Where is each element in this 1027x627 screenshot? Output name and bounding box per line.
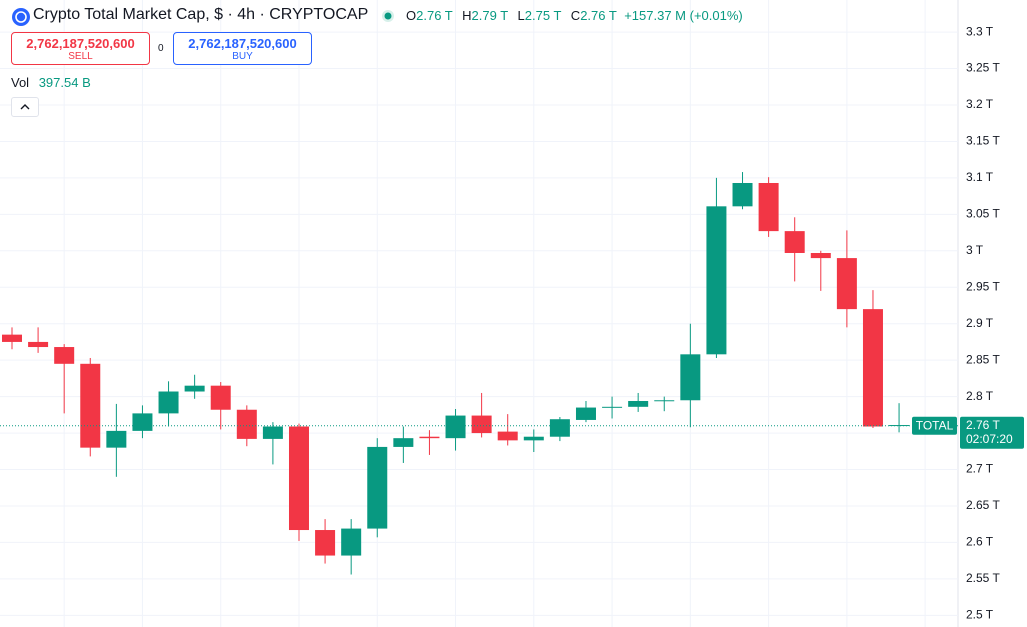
candle-body xyxy=(288,426,309,531)
title: Crypto Total Market Cap, $ · 4h · CRYPTO… xyxy=(33,6,369,23)
countdown-label: 02:07:20 xyxy=(966,432,1013,446)
sell-label: SELL xyxy=(68,51,93,62)
volume: Vol 397.54 B xyxy=(11,75,91,90)
buy-button[interactable]: 2,762,187,520,600 BUY xyxy=(173,32,312,65)
candle-body xyxy=(889,425,910,427)
candle-body xyxy=(706,206,727,355)
candle-body xyxy=(210,385,231,410)
candle-body xyxy=(862,309,883,427)
symbol-tag xyxy=(912,416,957,435)
volume-label: Vol xyxy=(11,75,30,90)
y-tick-label: 2.8 T xyxy=(966,389,994,403)
candle-body xyxy=(445,415,466,439)
y-tick-label: 2.6 T xyxy=(966,535,994,549)
candle-body xyxy=(471,415,492,434)
candle-body xyxy=(367,446,388,529)
ohlc-value: 2.76 T xyxy=(416,8,453,23)
candle-body xyxy=(28,341,49,348)
y-tick-label: 3.3 T xyxy=(966,24,994,38)
ohlc-label: H xyxy=(462,8,472,23)
chevron xyxy=(20,104,30,110)
y-tick-label: 2.65 T xyxy=(966,498,1000,512)
y-tick-label: 3 T xyxy=(966,243,984,257)
status-core xyxy=(384,12,392,20)
candle-body xyxy=(315,530,336,556)
candle-body xyxy=(236,409,257,439)
y-tick-label: 2.95 T xyxy=(966,279,1000,293)
candle-body xyxy=(602,406,623,408)
candle-body xyxy=(758,182,779,232)
candle-body xyxy=(341,528,362,556)
candle-body xyxy=(106,430,127,448)
ohlc-label: L xyxy=(517,8,525,23)
sell-button[interactable]: 2,762,187,520,600 SELL xyxy=(11,32,150,65)
candle-body xyxy=(810,252,831,259)
y-tick-label: 3.1 T xyxy=(966,170,994,184)
candle-body xyxy=(523,436,544,441)
volume-value: 397.54 B xyxy=(38,75,91,90)
status-dot xyxy=(382,10,394,22)
candle-body xyxy=(784,231,805,253)
candle-body xyxy=(80,363,101,448)
symbol-label: TOTAL xyxy=(916,418,954,432)
icon-circle xyxy=(12,8,30,26)
candle-body xyxy=(575,407,596,420)
candle-body xyxy=(628,400,649,407)
candle-body xyxy=(549,419,570,437)
candle-body xyxy=(158,391,179,414)
y-tick-label: 3.25 T xyxy=(966,61,1000,75)
candle-body xyxy=(654,400,675,402)
buy-label: BUY xyxy=(232,51,253,62)
ohlc-value: 2.76 T xyxy=(580,8,617,23)
y-tick-label: 2.7 T xyxy=(966,462,994,476)
candle-body xyxy=(262,426,283,439)
collapse-button[interactable] xyxy=(11,97,39,117)
candle-body xyxy=(836,258,857,310)
y-tick-label: 2.85 T xyxy=(966,352,1000,366)
candle-body xyxy=(419,436,440,439)
change: +157.37 M (+0.01%) xyxy=(624,8,743,23)
y-tick-label: 3.2 T xyxy=(966,97,994,111)
spread: 0 xyxy=(158,43,164,54)
y-tick-label: 2.9 T xyxy=(966,316,994,330)
y-tick-label: 3.05 T xyxy=(966,207,1000,221)
candle-body xyxy=(732,182,753,207)
candle-body xyxy=(132,413,153,431)
ohlc-label: O xyxy=(406,8,417,23)
y-tick-label: 2.55 T xyxy=(966,571,1000,585)
coin-icon xyxy=(12,8,30,26)
y-tick-label: 2.5 T xyxy=(966,608,994,622)
ohlc: O2.76 T H2.79 T L2.75 T C2.76 T +157.37 … xyxy=(400,8,743,23)
candle-body xyxy=(393,438,414,447)
icon-ring xyxy=(15,11,27,23)
ohlc-value: 2.75 T xyxy=(524,8,562,23)
price-tag xyxy=(960,416,1024,449)
candle-body xyxy=(184,385,205,392)
y-tick-label: 3.15 T xyxy=(966,134,1000,148)
candle-body xyxy=(680,354,701,401)
candle-body xyxy=(2,334,22,342)
ohlc-value: 2.79 T xyxy=(471,8,508,23)
candle-body xyxy=(54,347,75,364)
chevron-path xyxy=(20,104,30,110)
sell-price: 2,762,187,520,600 xyxy=(26,36,135,51)
price-label: 2.76 T xyxy=(966,418,1000,432)
buy-price: 2,762,187,520,600 xyxy=(188,36,297,51)
ohlc-label: C xyxy=(570,8,581,23)
candle-body xyxy=(497,431,518,441)
